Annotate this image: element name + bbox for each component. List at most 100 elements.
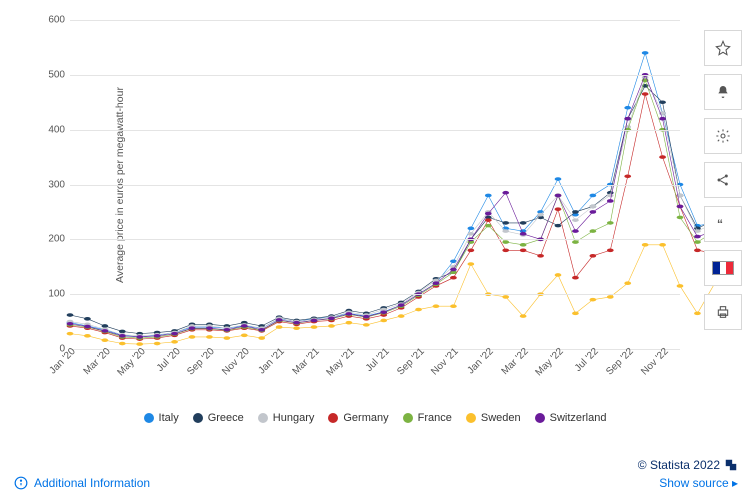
legend: Italy Greece Hungary Germany France Sweden Swi… [70,412,680,424]
series-marker [468,227,475,231]
series-marker [642,51,649,55]
series-marker [154,334,161,338]
series-marker [485,218,492,222]
legend-item-france[interactable]: France [403,412,452,424]
y-tick-label: 0 [30,344,65,355]
series-marker [572,229,579,233]
bell-button[interactable] [704,74,742,110]
series-marker [171,340,178,344]
legend-item-germany[interactable]: Germany [328,412,388,424]
series-marker [276,318,283,322]
legend-item-greece[interactable]: Greece [193,412,244,424]
series-line-greece [70,86,715,334]
gear-icon [715,128,731,144]
series-marker [415,308,422,312]
x-tick-label: Jul '21 [363,346,391,374]
series-marker [311,319,318,323]
series-marker [555,224,562,228]
series-marker [607,248,614,252]
series-marker [694,240,701,244]
series-marker [572,218,579,222]
series-marker [624,117,631,121]
series-marker [311,325,318,329]
series-marker [84,325,91,329]
series-marker [224,336,231,340]
copyright: © Statista 2022 [638,458,738,472]
series-marker [694,312,701,316]
series-marker [241,333,248,337]
series-marker [84,317,91,321]
bell-icon [715,84,731,100]
plot-region: Average price in euros per megawatt-hour… [70,20,680,350]
legend-item-italy[interactable]: Italy [144,412,179,424]
series-marker [154,342,161,346]
series-marker [468,248,475,252]
gear-button[interactable] [704,118,742,154]
series-marker [555,207,562,211]
print-button[interactable] [704,294,742,330]
x-tick-label: Jul '20 [154,346,182,374]
series-marker [450,268,457,272]
x-tick-label: May '21 [324,346,356,378]
legend-item-sweden[interactable]: Sweden [466,412,521,424]
series-marker [189,335,196,339]
y-tick-label: 200 [30,234,65,245]
gridline [70,185,680,186]
legend-label: Switzerland [550,412,607,424]
x-tick-label: Mar '20 [81,346,112,377]
series-line-hungary [70,78,715,336]
show-source-link[interactable]: Show source ▸ [638,476,738,490]
x-tick-label: Sep '21 [395,346,427,378]
gridline [70,294,680,295]
series-marker [677,205,684,209]
series-marker [346,312,353,316]
series-line-switzerland [70,75,715,337]
series-marker [607,194,614,198]
footer: Additional Information © Statista 2022 S… [14,458,738,490]
series-marker [398,314,405,318]
series-marker [624,281,631,285]
series-marker [502,295,509,299]
legend-item-switzerland[interactable]: Switzerland [535,412,607,424]
series-marker [450,276,457,280]
legend-item-hungary[interactable]: Hungary [258,412,315,424]
series-marker [624,106,631,110]
series-marker [607,221,614,225]
flag-fr-icon [712,261,734,275]
series-marker [572,312,579,316]
series-marker [293,321,300,325]
series-marker [119,334,126,338]
series-marker [258,336,265,340]
series-marker [398,303,405,307]
gridline [70,130,680,131]
share-button[interactable] [704,162,742,198]
series-marker [555,177,562,181]
series-marker [84,334,91,338]
legend-marker [144,413,154,423]
series-marker [537,213,544,217]
series-marker [502,248,509,252]
favorite-button[interactable] [704,30,742,66]
series-marker [607,199,614,203]
series-marker [502,191,509,195]
series-marker [293,326,300,330]
series-marker [520,248,527,252]
series-marker [67,313,74,317]
legend-label: Greece [208,412,244,424]
series-marker [433,304,440,308]
series-marker [520,221,527,225]
series-marker [119,330,126,334]
series-marker [590,254,597,258]
svg-text:“: “ [717,217,723,231]
chevron-right-icon: ▸ [732,476,738,490]
series-marker [206,326,213,330]
series-marker [468,232,475,236]
x-tick-label: Jul '22 [573,346,601,374]
share-icon [715,172,731,188]
flag-fr-button[interactable] [704,250,742,286]
legend-label: Italy [159,412,179,424]
series-marker [659,243,666,247]
additional-info-link[interactable]: Additional Information [14,476,150,490]
series-marker [502,240,509,244]
quote-button[interactable]: “ [704,206,742,242]
